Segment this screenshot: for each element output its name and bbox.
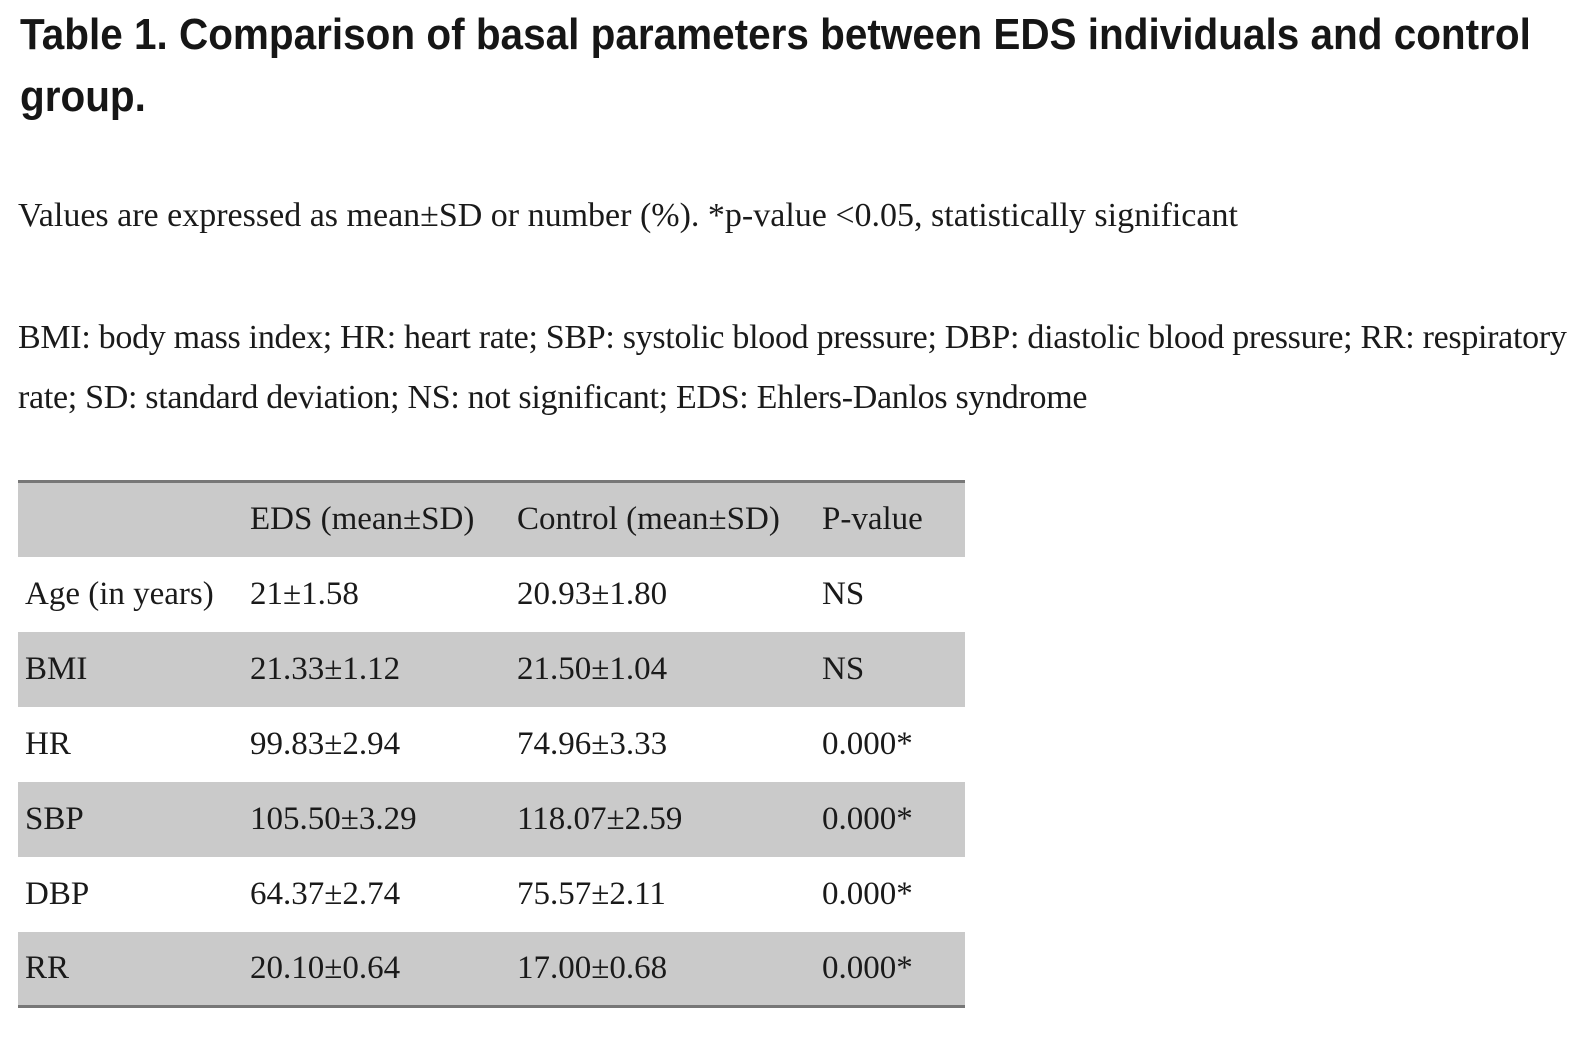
table-caption-title: Table 1. Comparison of basal parameters … (20, 10, 1531, 121)
control-value: 75.57±2.11 (517, 875, 666, 912)
row-label: HR (25, 725, 71, 762)
control-value: 118.07±2.59 (517, 800, 683, 837)
p-value: 0.000* (822, 949, 913, 986)
control-value: 20.93±1.80 (517, 575, 668, 612)
column-header-eds: EDS (mean±SD) (250, 501, 475, 538)
table-row: SBP 105.50±3.29 118.07±2.59 0.000* (18, 781, 965, 857)
table-row: Age (in years) 21±1.58 20.93±1.80 NS (18, 556, 965, 632)
table-row: RR 20.10±0.64 17.00±0.68 0.000* (18, 931, 965, 1007)
table-header-row: EDS (mean±SD) Control (mean±SD) P-value (18, 481, 965, 557)
row-label: RR (25, 949, 70, 986)
eds-value: 21.33±1.12 (250, 650, 401, 687)
row-label: BMI (25, 650, 88, 687)
row-label: SBP (25, 800, 84, 837)
eds-value: 20.10±0.64 (250, 949, 401, 986)
control-value: 17.00±0.68 (517, 949, 668, 986)
abbreviations-note: BMI: body mass index; HR: heart rate; SB… (18, 319, 1567, 416)
p-value: 0.000* (822, 725, 913, 762)
control-value: 74.96±3.33 (517, 725, 668, 762)
column-header-empty (18, 482, 250, 557)
p-value: 0.000* (822, 875, 913, 912)
control-value: 21.50±1.04 (517, 650, 668, 687)
row-label: DBP (25, 875, 90, 912)
comparison-table: EDS (mean±SD) Control (mean±SD) P-value … (18, 480, 965, 1008)
eds-value: 21±1.58 (250, 575, 359, 612)
table-row: DBP 64.37±2.74 75.57±2.11 0.000* (18, 856, 965, 932)
table-row: BMI 21.33±1.12 21.50±1.04 NS (18, 631, 965, 707)
values-note: Values are expressed as mean±SD or numbe… (18, 197, 1238, 234)
table-row: HR 99.83±2.94 74.96±3.33 0.000* (18, 706, 965, 782)
p-value: NS (822, 650, 865, 687)
column-header-control: Control (mean±SD) (517, 501, 780, 538)
eds-value: 64.37±2.74 (250, 875, 401, 912)
p-value: 0.000* (822, 800, 913, 837)
eds-value: 99.83±2.94 (250, 725, 401, 762)
row-label: Age (in years) (25, 575, 214, 612)
eds-value: 105.50±3.29 (250, 800, 417, 837)
column-header-pvalue: P-value (822, 501, 923, 538)
p-value: NS (822, 575, 865, 612)
